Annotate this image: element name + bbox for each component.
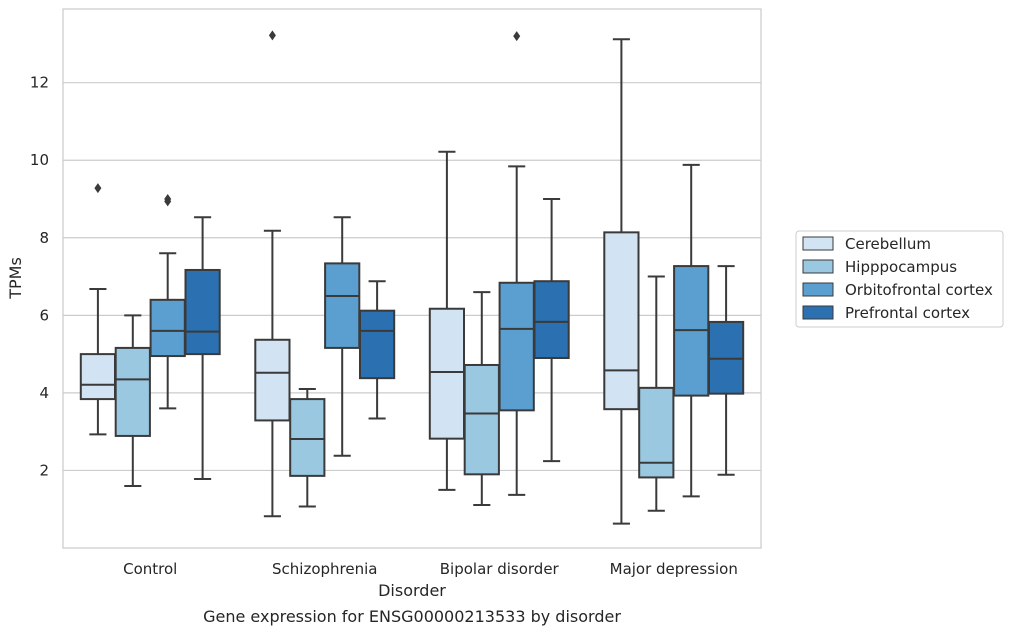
- box-orbitofrontal-cortex: [324, 216, 361, 457]
- x-tick-label: Schizophrenia: [272, 560, 377, 578]
- x-axis-title: Disorder: [378, 581, 446, 600]
- legend-item: Orbitofrontal cortex: [802, 281, 993, 299]
- y-tick-label: 6: [39, 306, 49, 324]
- box-orbitofrontal-cortex: [673, 163, 710, 498]
- legend-item: Hipppocampus: [802, 258, 957, 276]
- legend-label: Orbitofrontal cortex: [845, 281, 993, 299]
- chart-caption: Gene expression for ENSG00000213533 by d…: [203, 607, 621, 626]
- y-tick-label: 12: [30, 74, 49, 92]
- legend-label: Hipppocampus: [845, 258, 957, 276]
- y-tick-labels: 2 4 6 8 10 12: [30, 74, 49, 480]
- box-prefrontal-cortex: [533, 198, 570, 463]
- iqr-box: [114, 346, 151, 437]
- box-plot-series: [79, 30, 745, 525]
- box-hipppocampus: [463, 291, 500, 506]
- outlier-point: [268, 30, 276, 41]
- x-tick-labels: Control Schizophrenia Bipolar disorder Majo…: [123, 560, 738, 578]
- x-tick-label: Control: [123, 560, 177, 578]
- iqr-box: [498, 281, 535, 412]
- iqr-box: [324, 262, 361, 349]
- outlier-point: [513, 31, 521, 42]
- iqr-box: [149, 298, 186, 358]
- iqr-box: [184, 268, 221, 356]
- y-tick-label: 4: [39, 384, 49, 402]
- legend-item: Prefrontal cortex: [802, 304, 970, 322]
- outlier-point: [94, 183, 102, 194]
- iqr-box: [603, 231, 640, 411]
- y-tick-label: 10: [30, 151, 49, 169]
- y-axis-title: TPMs: [6, 257, 25, 300]
- plot-area-frame: [62, 8, 762, 549]
- legend-swatch: [802, 236, 834, 251]
- x-tick-label: Bipolar disorder: [440, 560, 560, 578]
- box-orbitofrontal-cortex: [498, 31, 535, 496]
- legend: Cerebellum Hipppocampus Orbitofrontal cort…: [795, 230, 1004, 328]
- iqr-box: [638, 386, 675, 479]
- y-tick-label: 8: [39, 229, 49, 247]
- box-cerebellum: [603, 38, 640, 525]
- legend-frame: [795, 230, 1004, 328]
- iqr-box: [254, 338, 291, 422]
- y-tick-label: 2: [39, 461, 49, 479]
- box-hipppocampus: [638, 275, 675, 512]
- iqr-box: [79, 353, 117, 401]
- box-cerebellum: [428, 150, 466, 491]
- box-cerebellum: [254, 30, 291, 518]
- legend-swatch: [802, 305, 834, 320]
- box-hipppocampus: [289, 388, 326, 508]
- outlier-point: [164, 194, 172, 205]
- box-orbitofrontal-cortex: [149, 194, 186, 410]
- iqr-box: [463, 363, 500, 476]
- legend-label: Cerebellum: [845, 235, 931, 253]
- box-prefrontal-cortex: [358, 280, 396, 420]
- legend-item: Cerebellum: [802, 235, 931, 253]
- iqr-box: [289, 398, 326, 477]
- legend-label: Prefrontal cortex: [845, 304, 970, 322]
- legend-swatch: [802, 282, 834, 297]
- legend-swatch: [802, 259, 834, 274]
- box-hipppocampus: [114, 314, 151, 487]
- box-prefrontal-cortex: [184, 216, 221, 480]
- iqr-box: [358, 309, 396, 380]
- box-prefrontal-cortex: [707, 265, 745, 476]
- iqr-box: [533, 280, 570, 359]
- x-tick-label: Major depression: [610, 560, 738, 578]
- iqr-box: [428, 307, 466, 440]
- box-cerebellum: [79, 183, 117, 436]
